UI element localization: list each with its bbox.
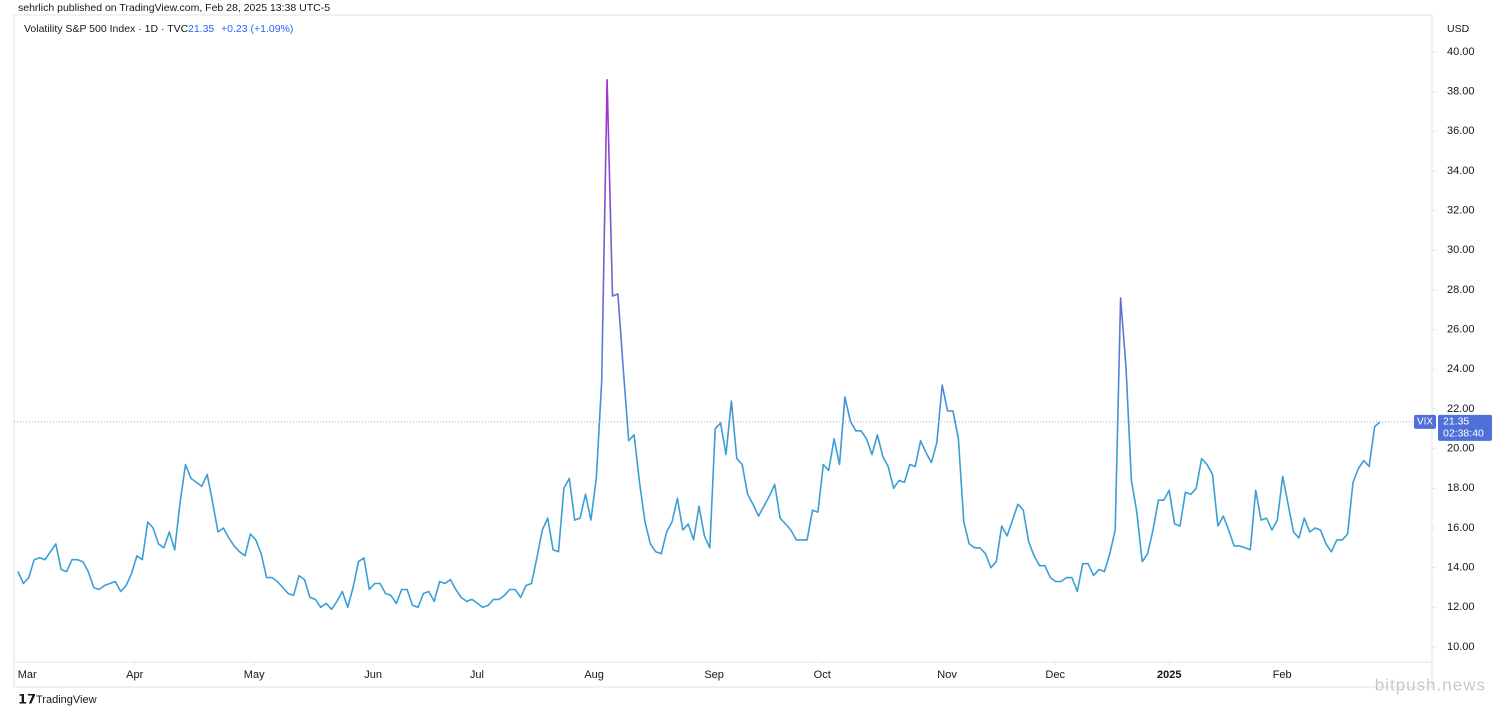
- currency: USD: [1447, 23, 1470, 35]
- y-tick-label: 30.00: [1447, 244, 1475, 256]
- x-tick-label: Mar: [18, 669, 37, 681]
- ticker: VIX: [1417, 417, 1433, 428]
- y-tick-label: 32.00: [1447, 205, 1475, 217]
- y-tick-label: 40.00: [1447, 46, 1475, 58]
- logo-mark: 𝟭𝟳: [18, 691, 36, 706]
- x-tick-label: Oct: [814, 669, 831, 681]
- y-tick-label: 22.00: [1447, 403, 1475, 415]
- countdown: 02:38:40: [1443, 428, 1484, 440]
- y-tick-label: 12.00: [1447, 601, 1475, 613]
- y-tick-label: 34.00: [1447, 165, 1475, 177]
- price-tag: [1438, 414, 1492, 441]
- y-tick-label: 14.00: [1447, 562, 1475, 574]
- watermark: bitpush.news: [1375, 675, 1486, 694]
- footer: 𝟭𝟳 TradingView bitpush.news: [18, 675, 1486, 706]
- x-tick-label: Aug: [584, 669, 604, 681]
- published-note: sehrlich published on TradingView.com, F…: [18, 2, 330, 14]
- x-tick-label: 2025: [1157, 669, 1181, 681]
- x-tick-label: Feb: [1273, 669, 1292, 681]
- brand: TradingView: [36, 694, 97, 706]
- y-tick-label: 38.00: [1447, 86, 1475, 98]
- price-line: [17, 79, 1381, 611]
- last-value: 21.35: [188, 23, 214, 35]
- price: 21.35: [1443, 416, 1469, 428]
- pane-border: [13, 14, 1433, 688]
- x-tick-label: Jul: [470, 669, 484, 681]
- symbol: Volatility S&P 500 Index · 1D · TVC: [24, 23, 189, 35]
- y-tick-label: 16.00: [1447, 522, 1475, 534]
- y-tick-label: 10.00: [1447, 641, 1475, 653]
- change: +0.23 (+1.09%): [221, 23, 293, 35]
- x-tick-label: Nov: [937, 669, 957, 681]
- y-tick-label: 18.00: [1447, 482, 1475, 494]
- ticker-tag: [1414, 414, 1436, 429]
- x-tick-label: Dec: [1045, 669, 1065, 681]
- y-tick-label: 28.00: [1447, 284, 1475, 296]
- x-tick-label: Sep: [704, 669, 724, 681]
- y-tick-label: 24.00: [1447, 363, 1475, 375]
- x-tick-label: Apr: [126, 669, 143, 681]
- y-tick-label: 36.00: [1447, 125, 1475, 137]
- x-tick-label: May: [244, 669, 265, 681]
- y-tick-label: 20.00: [1447, 443, 1475, 455]
- y-tick-label: 26.00: [1447, 324, 1475, 336]
- x-tick-label: Jun: [364, 669, 382, 681]
